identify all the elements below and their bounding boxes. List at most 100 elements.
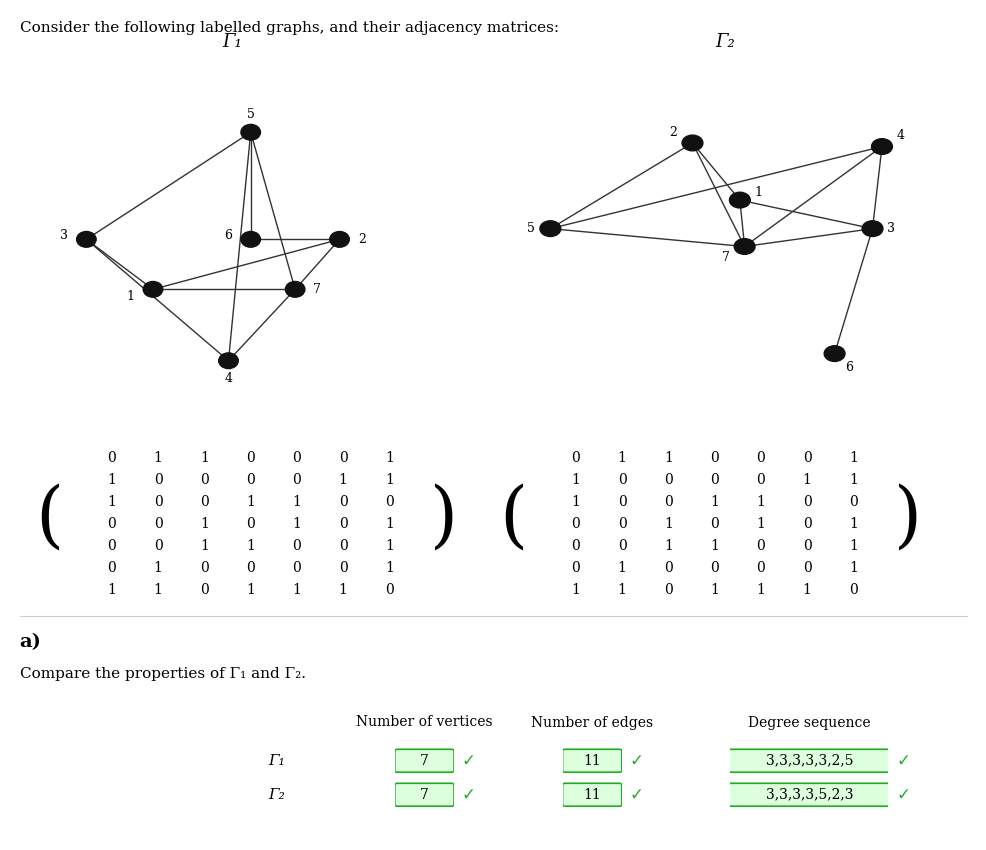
Text: 1: 1	[848, 561, 857, 575]
Circle shape	[285, 281, 305, 298]
Circle shape	[219, 353, 238, 369]
Text: 1: 1	[617, 561, 626, 575]
Text: 0: 0	[710, 517, 718, 531]
Text: 0: 0	[200, 473, 209, 487]
Text: 2: 2	[669, 126, 676, 139]
Text: 1: 1	[571, 496, 580, 509]
Circle shape	[77, 231, 96, 247]
Text: 1: 1	[154, 583, 163, 597]
Text: 7: 7	[314, 283, 320, 296]
Text: 11: 11	[583, 754, 600, 768]
Text: 1: 1	[292, 517, 301, 531]
Text: 1: 1	[617, 583, 626, 597]
Text: 1: 1	[710, 539, 718, 553]
Text: 1: 1	[246, 539, 254, 553]
Text: 3: 3	[886, 222, 894, 235]
Text: 1: 1	[571, 583, 580, 597]
Text: 1: 1	[385, 451, 393, 466]
Circle shape	[241, 124, 260, 140]
Text: 3: 3	[60, 230, 68, 242]
Text: 0: 0	[755, 561, 764, 575]
Circle shape	[143, 281, 163, 298]
Text: 0: 0	[664, 473, 672, 487]
Text: ✓: ✓	[895, 751, 909, 770]
Text: Degree sequence: Degree sequence	[747, 716, 870, 729]
Text: 7: 7	[721, 251, 729, 264]
Text: 1: 1	[246, 496, 254, 509]
Text: 0: 0	[154, 473, 163, 487]
Text: 7: 7	[420, 788, 428, 802]
Text: 0: 0	[755, 539, 764, 553]
Text: 0: 0	[385, 496, 393, 509]
Text: 1: 1	[802, 473, 810, 487]
Text: 1: 1	[107, 496, 116, 509]
Text: 1: 1	[754, 186, 762, 200]
Text: 1: 1	[126, 290, 135, 303]
Circle shape	[241, 231, 260, 247]
Text: 0: 0	[802, 496, 810, 509]
FancyBboxPatch shape	[394, 784, 454, 806]
Text: 1: 1	[710, 583, 718, 597]
Text: 1: 1	[755, 496, 764, 509]
FancyBboxPatch shape	[725, 784, 892, 806]
Text: 1: 1	[107, 583, 116, 597]
Text: 0: 0	[664, 561, 672, 575]
Circle shape	[734, 239, 754, 254]
Text: 3,3,3,3,5,2,3: 3,3,3,3,5,2,3	[765, 788, 852, 802]
Text: 1: 1	[664, 517, 672, 531]
Text: 1: 1	[755, 583, 764, 597]
Text: ✓: ✓	[461, 785, 475, 804]
Text: Number of edges: Number of edges	[530, 716, 653, 729]
Text: Γ₂: Γ₂	[268, 788, 284, 802]
Text: ✓: ✓	[461, 751, 475, 770]
Text: 0: 0	[571, 517, 580, 531]
Text: 1: 1	[755, 517, 764, 531]
Text: 5: 5	[527, 222, 534, 235]
Circle shape	[861, 221, 882, 236]
Text: (: (	[35, 484, 63, 553]
Text: 1: 1	[848, 451, 857, 466]
Text: 0: 0	[154, 517, 163, 531]
Text: Γ₁: Γ₁	[222, 33, 242, 51]
Text: 0: 0	[710, 561, 718, 575]
Text: Γ₁: Γ₁	[268, 754, 284, 768]
Text: 4: 4	[896, 129, 904, 142]
Circle shape	[823, 346, 844, 361]
Text: 1: 1	[617, 451, 626, 466]
Text: 1: 1	[292, 496, 301, 509]
Text: 1: 1	[664, 451, 672, 466]
Text: 5: 5	[246, 108, 254, 121]
Text: 0: 0	[246, 451, 254, 466]
Text: 1: 1	[571, 473, 580, 487]
Text: 6: 6	[844, 361, 852, 374]
Text: Compare the properties of Γ₁ and Γ₂.: Compare the properties of Γ₁ and Γ₂.	[20, 667, 306, 681]
Text: 0: 0	[338, 517, 347, 531]
Text: (: (	[499, 484, 527, 553]
Text: 0: 0	[802, 451, 810, 466]
Text: 0: 0	[617, 473, 626, 487]
Text: 0: 0	[755, 473, 764, 487]
Text: ✓: ✓	[895, 785, 909, 804]
Text: 0: 0	[107, 451, 116, 466]
Text: 1: 1	[802, 583, 810, 597]
Circle shape	[871, 139, 891, 155]
Text: 0: 0	[755, 451, 764, 466]
Text: 0: 0	[710, 451, 718, 466]
Text: 3,3,3,3,3,2,5: 3,3,3,3,3,2,5	[765, 754, 852, 768]
Text: 0: 0	[292, 561, 301, 575]
Text: 1: 1	[154, 561, 163, 575]
Text: 0: 0	[617, 496, 626, 509]
Text: 1: 1	[292, 583, 301, 597]
Text: 0: 0	[338, 539, 347, 553]
Text: ✓: ✓	[629, 785, 643, 804]
Text: 1: 1	[246, 583, 254, 597]
Text: 1: 1	[848, 517, 857, 531]
Text: 4: 4	[224, 372, 233, 385]
Text: 0: 0	[802, 561, 810, 575]
Text: 0: 0	[617, 539, 626, 553]
Text: 0: 0	[246, 561, 254, 575]
Text: Γ₂: Γ₂	[715, 33, 735, 51]
Text: 0: 0	[571, 451, 580, 466]
Text: 0: 0	[338, 451, 347, 466]
Text: 1: 1	[154, 451, 163, 466]
